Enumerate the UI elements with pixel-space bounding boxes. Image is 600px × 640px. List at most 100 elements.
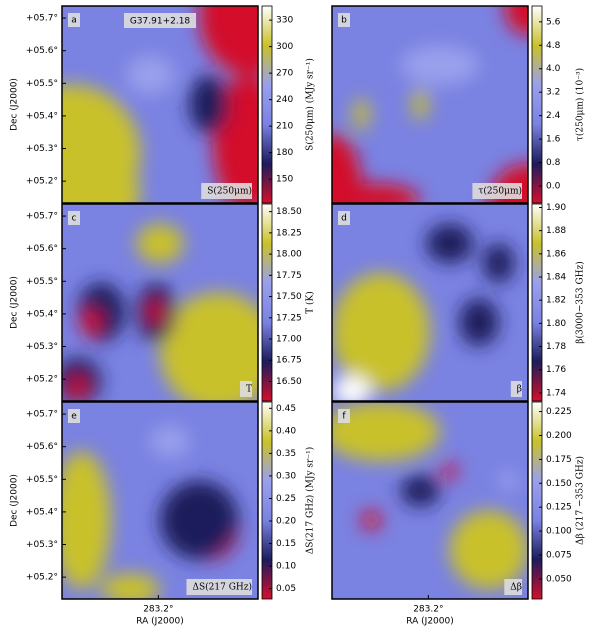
colorbar-tick-label: 0.20	[276, 517, 296, 527]
annotation-box	[510, 381, 522, 397]
x-axis-label: RA (J2000)	[406, 617, 454, 627]
heatmap-image	[62, 204, 258, 401]
label-box	[68, 409, 80, 423]
y-tick-label: +05.7°	[26, 410, 58, 420]
panel-label: d	[341, 214, 347, 224]
colorbar-label: S(250μm) (MJy sr⁻¹)	[305, 58, 316, 151]
image-blob	[199, 6, 258, 75]
colorbar-tick-label: 2.4	[546, 111, 561, 121]
y-tick-label: +05.3°	[26, 342, 58, 352]
y-tick-label: +05.6°	[26, 46, 58, 56]
image-blob	[449, 510, 528, 590]
colorbar-tick-label: 300	[276, 42, 293, 52]
colorbar-tick-label: 1.74	[546, 388, 566, 398]
label-box	[338, 13, 350, 27]
panel-annotation: ΔS(217 GHz)	[192, 582, 252, 593]
colorbar-tick-label: 17.25	[276, 313, 302, 323]
heatmap-image	[332, 204, 528, 401]
panel-frame	[331, 401, 529, 600]
y-tick-label: +05.3°	[26, 540, 58, 550]
panel-title: G37.91+2.18	[130, 17, 191, 27]
image-blob	[332, 375, 372, 401]
title-box	[124, 13, 196, 28]
annotation-box	[239, 381, 252, 397]
y-tick-label: +05.6°	[26, 442, 58, 452]
image-blob	[498, 470, 519, 491]
annotation-box	[186, 579, 252, 595]
colorbar-tick-label: 16.50	[276, 377, 302, 387]
label-box	[68, 211, 80, 225]
colorbar-label: β(3000−353 GHz)	[575, 261, 586, 344]
colorbar-tick-label: 0.45	[276, 404, 296, 414]
colorbar-tick-label: 0.075	[546, 551, 572, 561]
image-structure	[332, 223, 515, 401]
colorbar-tick-label: 4.0	[546, 64, 561, 74]
colorbar-tick-label: 180	[276, 148, 293, 158]
image-blob	[412, 88, 429, 121]
image-blob	[148, 298, 164, 327]
y-axis-label: Dec (J2000)	[10, 474, 20, 527]
image-blob	[426, 223, 474, 264]
colorbar-tick-label: 0.40	[276, 426, 296, 436]
colorbar	[261, 5, 273, 204]
colorbar	[261, 203, 273, 402]
colorbar	[531, 203, 543, 402]
image-blob	[62, 153, 141, 203]
colorbar	[261, 401, 273, 600]
image-blob	[101, 573, 160, 599]
colorbar-tick-label: 0.225	[546, 407, 572, 417]
colorbar-tick-label: 18.00	[276, 250, 302, 260]
colorbar-tick-label: 0.05	[276, 584, 296, 594]
colorbar-tick-label: 18.25	[276, 228, 302, 238]
colorbar-tick-label: 1.90	[546, 203, 566, 213]
image-blob	[332, 183, 421, 203]
label-box	[338, 211, 350, 225]
label-box	[68, 13, 80, 27]
y-tick-label: +05.4°	[26, 507, 58, 517]
colorbar-tick-label: 1.84	[546, 273, 566, 283]
x-axis-label: RA (J2000)	[136, 617, 184, 627]
y-tick-label: +05.5°	[26, 79, 58, 89]
image-blob	[441, 463, 458, 479]
colorbar-tick-label: 18.50	[276, 207, 302, 217]
heatmap-image	[332, 6, 528, 203]
colorbar-label: T (K)	[305, 291, 316, 314]
y-tick-label: +05.7°	[26, 14, 58, 24]
panel-frame	[331, 5, 529, 204]
colorbar-tick-label: 1.6	[546, 135, 561, 145]
colorbar-tick-label: 0.15	[276, 539, 296, 549]
colorbar-tick-label: 4.8	[546, 41, 561, 51]
panel-annotation: Δβ	[510, 583, 522, 593]
panel-annotation: T	[246, 385, 252, 395]
colorbar-tick-label: 1.82	[546, 296, 566, 306]
colorbar-tick-label: 0.200	[546, 431, 572, 441]
colorbar-tick-label: 0.30	[276, 471, 296, 481]
panel-annotation: τ(250μm)	[478, 186, 522, 197]
colorbar-label: Δβ (217 −353 GHz)	[575, 456, 586, 545]
image-structure	[62, 6, 258, 203]
panel-annotation: S(250μm)	[207, 186, 252, 197]
colorbar-tick-label: 0.25	[276, 494, 296, 504]
y-tick-label: +05.4°	[26, 309, 58, 319]
y-tick-label: +05.5°	[26, 277, 58, 287]
image-structure	[332, 402, 528, 590]
colorbar-tick-label: 0.10	[276, 562, 296, 572]
image-blob	[353, 98, 370, 131]
image-blob	[459, 298, 499, 346]
colorbar-tick-label: 330	[276, 16, 293, 26]
image-blob	[150, 425, 190, 458]
colorbar-tick-label: 17.50	[276, 292, 302, 302]
x-tick-label: 283.2°	[143, 605, 173, 615]
colorbar-tick-label: 17.75	[276, 271, 302, 281]
annotation-box	[472, 183, 522, 199]
y-tick-label: +05.3°	[26, 144, 58, 154]
image-blob	[332, 402, 440, 462]
panel-frame	[61, 401, 259, 600]
colorbar-tick-label: 1.88	[546, 226, 566, 236]
heatmap-image	[62, 402, 258, 599]
y-axis-label: Dec (J2000)	[10, 276, 20, 329]
colorbar-label: ΔS(217 GHz) (MJy sr⁻¹)	[305, 447, 316, 554]
label-box	[338, 409, 350, 423]
colorbar-tick-label: 0.125	[546, 503, 572, 513]
colorbar-tick-label: 1.76	[546, 365, 566, 375]
